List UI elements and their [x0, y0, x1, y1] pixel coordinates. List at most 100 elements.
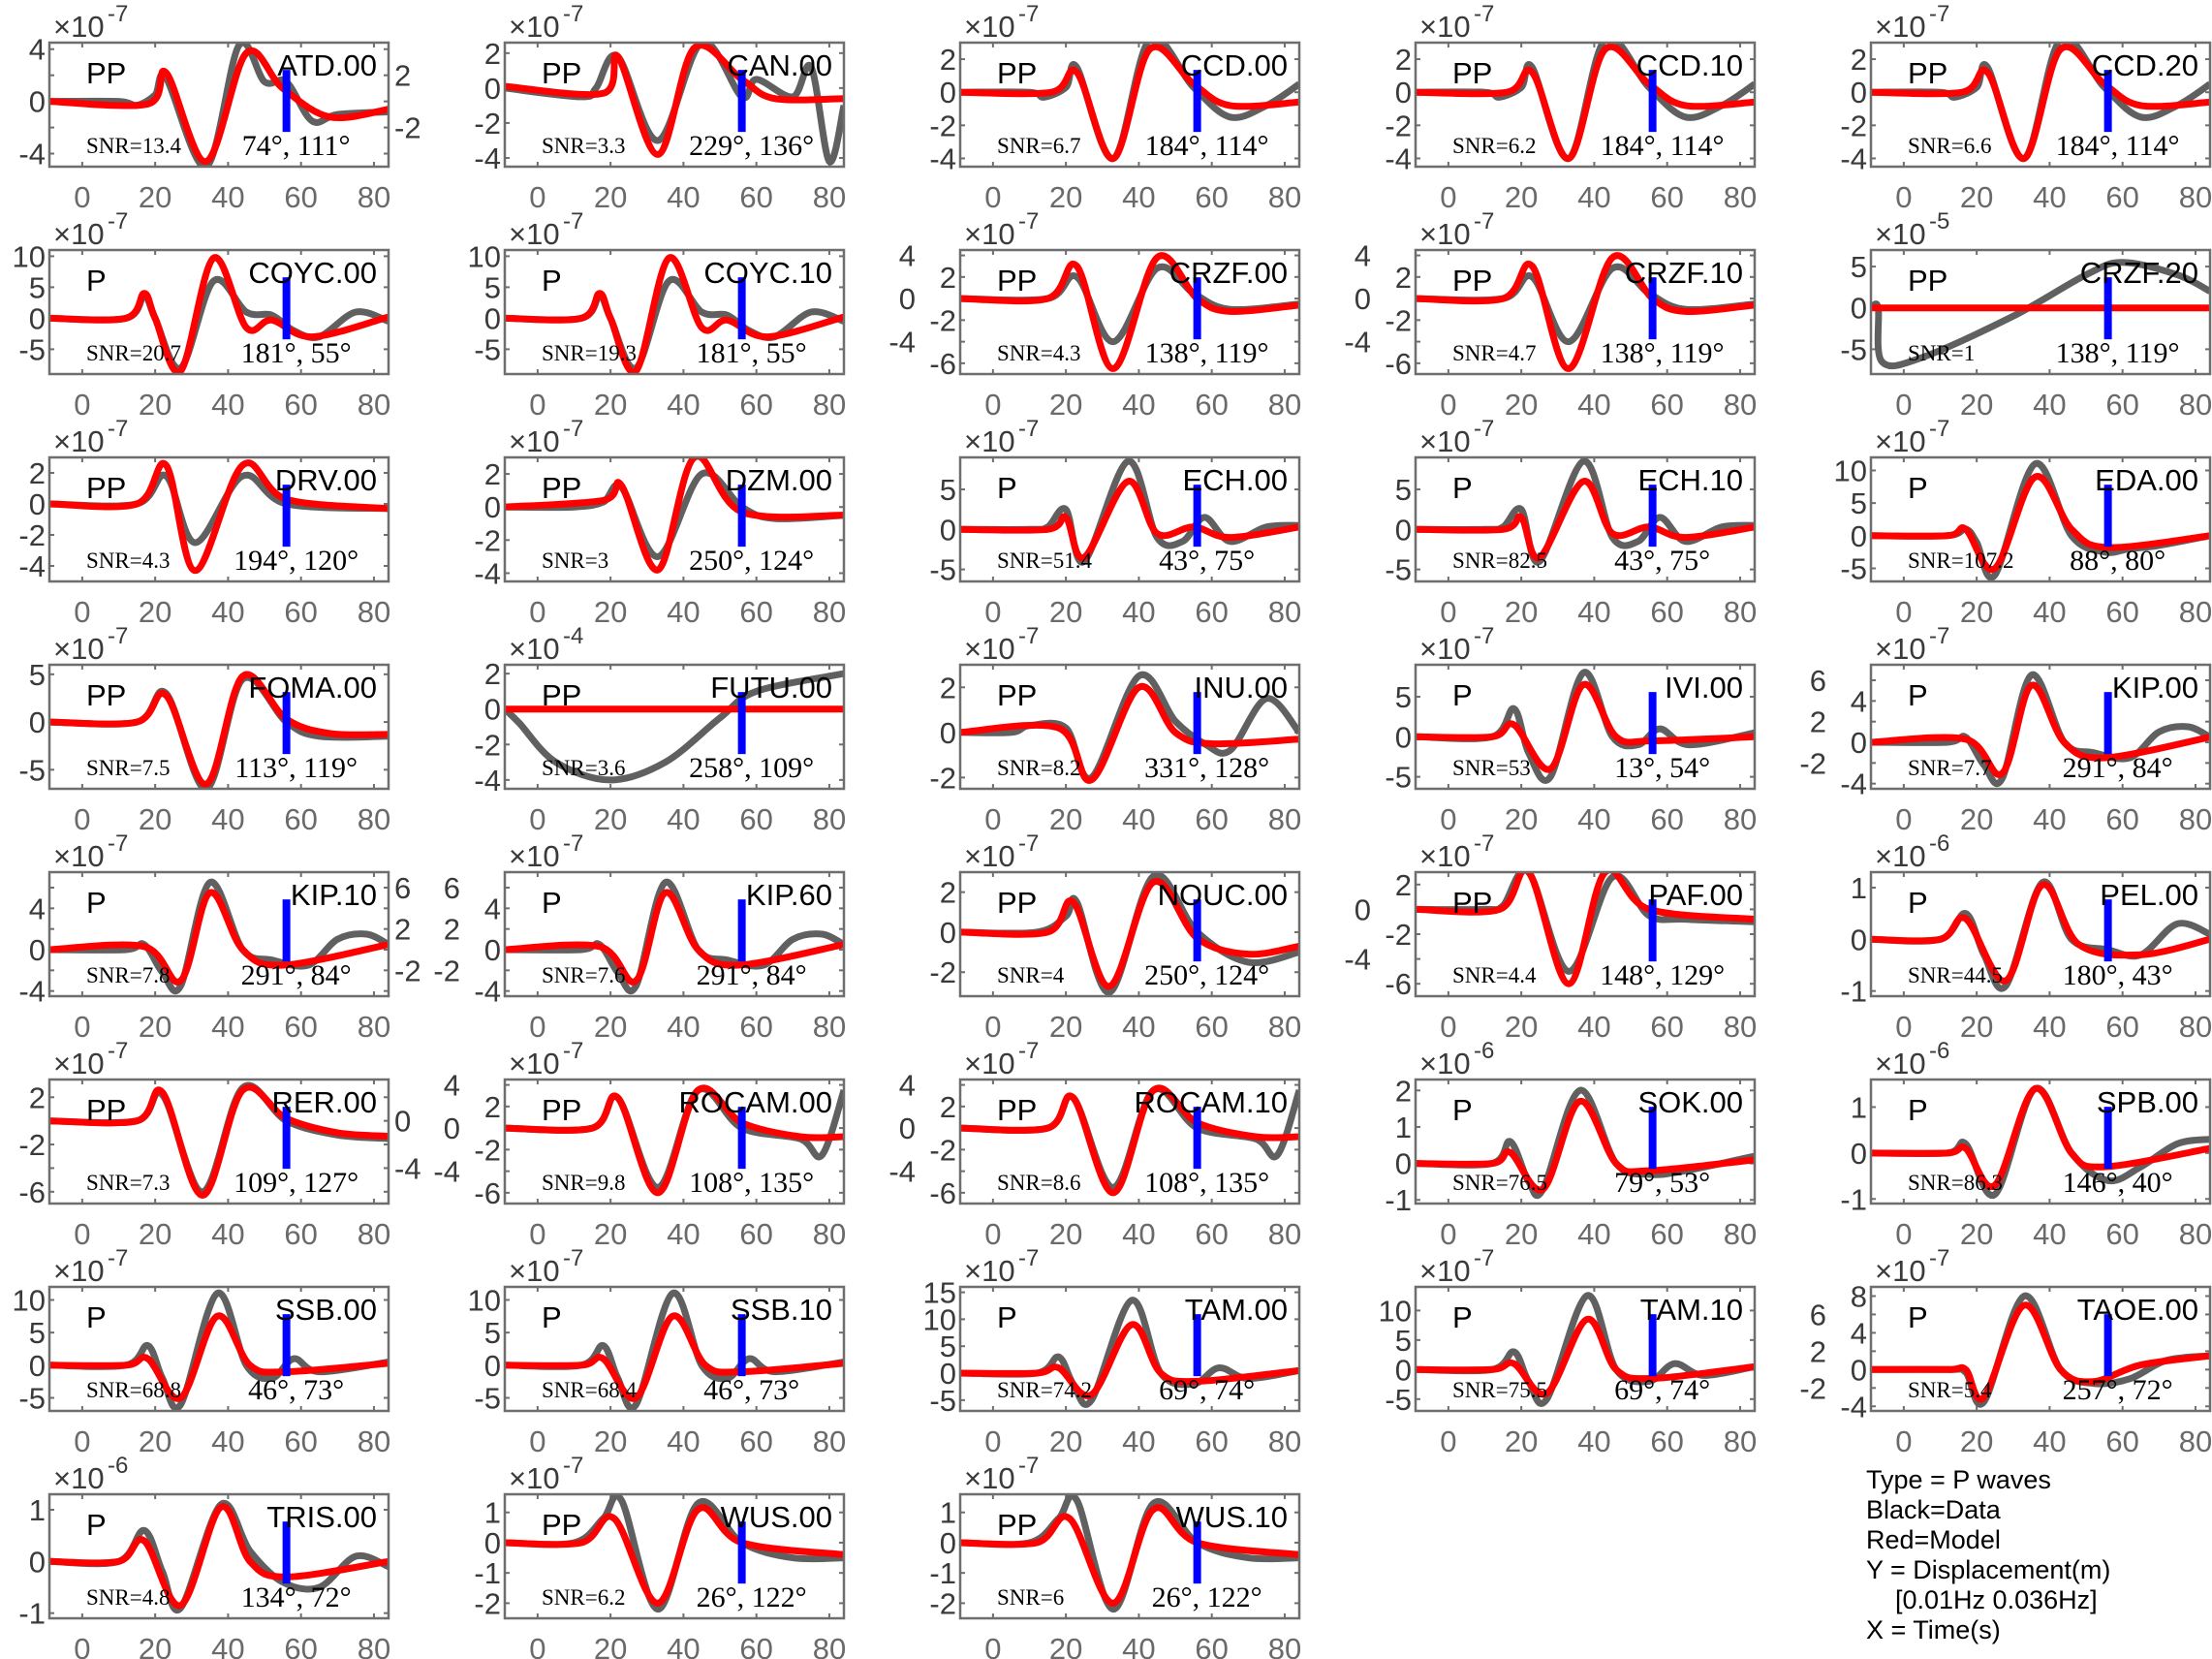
- x-tick-label: 60: [739, 1217, 772, 1251]
- x-tick-label: 80: [813, 180, 846, 214]
- scale-exponent: -7: [563, 1453, 583, 1479]
- y-tick-label: 2: [940, 1090, 956, 1124]
- x-tick-label: 20: [1505, 1010, 1538, 1044]
- axes-box: [1869, 455, 2212, 583]
- x-tick-label: 60: [284, 1010, 317, 1044]
- scale-factor: ×10: [964, 1461, 1015, 1495]
- y-tick-label: 1: [484, 1496, 501, 1530]
- y-tick-label: 5: [1395, 680, 1412, 714]
- station-label: CRZF.10: [1625, 256, 1743, 290]
- scale-factor: ×10: [509, 217, 560, 251]
- scale-factor: ×10: [1419, 1254, 1471, 1288]
- blue-marker: [1193, 899, 1201, 962]
- plot-area: [1871, 259, 2210, 370]
- y-tick-label: 15: [923, 1276, 956, 1310]
- x-tick-label: 80: [1268, 388, 1301, 422]
- scale-factor: ×10: [1875, 217, 1926, 251]
- y-tick-label: -2: [929, 1586, 956, 1620]
- x-tick-label: 40: [1577, 1217, 1610, 1251]
- y-tick-label: 0: [484, 301, 501, 335]
- snr-label: SNR=1: [1908, 341, 1975, 365]
- x-tick-label: 20: [139, 388, 171, 422]
- blue-marker: [282, 485, 291, 548]
- y-tick-label: 2: [29, 456, 46, 490]
- axes-box: [1414, 870, 1757, 998]
- phase-label: PP: [542, 471, 581, 505]
- blue-marker: [282, 1314, 291, 1377]
- model-trace: [505, 1084, 844, 1197]
- axes-box: [1869, 1285, 2212, 1413]
- angles-label: 13°, 54°: [1614, 752, 1710, 784]
- y-tick-label: 0: [484, 1349, 501, 1383]
- plot-area: [960, 872, 1299, 996]
- y-tick-label: 5: [29, 658, 46, 692]
- model-trace: [1416, 1316, 1755, 1398]
- x-tick-label: 20: [594, 802, 627, 836]
- y-tick-label: 10: [1379, 1294, 1412, 1328]
- angles-label: 138°, 119°: [1145, 337, 1269, 369]
- x-tick-label: 0: [529, 1632, 545, 1659]
- blue-marker: [2103, 692, 2112, 755]
- axes-box: [503, 663, 846, 791]
- scale-exponent: -6: [1929, 830, 1949, 857]
- y-tick-label: -1: [1840, 1182, 1867, 1216]
- y-tick-label: -5: [18, 1382, 46, 1416]
- snr-label: SNR=9.8: [542, 1171, 625, 1195]
- blue-marker: [737, 485, 746, 548]
- axes-box: [47, 1078, 390, 1205]
- angles-label: 79°, 53°: [1614, 1167, 1710, 1199]
- axes-box: [503, 248, 846, 376]
- station-label: KIP.10: [291, 878, 377, 912]
- x-tick-label: 40: [2033, 595, 2066, 629]
- axes-box: [1869, 248, 2212, 376]
- x-tick-label: 40: [2033, 388, 2066, 422]
- scale-exponent: -7: [1929, 416, 1949, 442]
- y-tick-label: -5: [1840, 552, 1867, 586]
- snr-label: SNR=4.8: [86, 1585, 170, 1610]
- y-tick-label: -2: [1385, 303, 1412, 337]
- y-tick-label: -2: [929, 109, 956, 142]
- x-tick-label: 80: [358, 388, 390, 422]
- y-tick-label: 4: [1355, 239, 1371, 273]
- axes-box: [1869, 1078, 2212, 1205]
- scale-factor: ×10: [53, 632, 105, 666]
- snr-label: SNR=3.6: [542, 756, 625, 780]
- angles-label: 291°, 84°: [2063, 752, 2173, 784]
- data-trace: [505, 1290, 844, 1411]
- y-tick-label: 5: [1851, 486, 1867, 520]
- plot-area: [1871, 878, 2210, 992]
- y-tick-label: -4: [929, 141, 956, 175]
- scale-exponent: -7: [1018, 830, 1039, 857]
- x-tick-label: 20: [594, 1217, 627, 1251]
- angles-label: 181°, 55°: [697, 337, 807, 369]
- y-tick-label: 5: [940, 473, 956, 507]
- station-label: RER.00: [271, 1085, 377, 1119]
- y-tick-label: 2: [940, 261, 956, 295]
- plot-area: [505, 1084, 844, 1197]
- y-tick-label: 2: [1395, 261, 1412, 295]
- x-tick-label: 80: [1268, 1632, 1301, 1659]
- scale-factor: ×10: [509, 1461, 560, 1495]
- scale-exponent: -7: [1018, 1245, 1039, 1271]
- x-tick-label: 40: [667, 1632, 700, 1659]
- x-tick-label: 20: [1049, 1010, 1082, 1044]
- blue-marker: [1193, 70, 1201, 133]
- y-tick-label: -6: [1385, 967, 1412, 1001]
- plot-area: [49, 43, 389, 167]
- angles-label: 113°, 119°: [234, 752, 358, 784]
- x-tick-label: 0: [529, 180, 545, 214]
- model-trace: [1416, 478, 1755, 561]
- y-tick-label: -2: [1385, 109, 1412, 142]
- y-tick-label: 0: [29, 1349, 46, 1383]
- x-tick-label: 40: [1577, 180, 1610, 214]
- angles-label: 291°, 84°: [697, 959, 807, 991]
- x-tick-label: 0: [529, 388, 545, 422]
- blue-marker: [282, 899, 291, 962]
- y-tick-label: 0: [1395, 513, 1412, 547]
- scale-factor: ×10: [53, 1461, 105, 1495]
- y-tick-label: 0: [29, 1545, 46, 1579]
